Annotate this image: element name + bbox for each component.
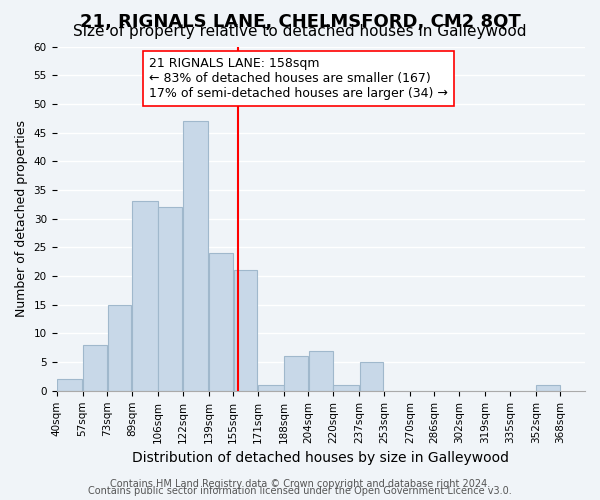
Bar [258, 385, 284, 391]
X-axis label: Distribution of detached houses by size in Galleywood: Distribution of detached houses by size … [132, 451, 509, 465]
Bar [233, 270, 257, 391]
Bar [536, 385, 560, 391]
Bar [83, 345, 107, 391]
Y-axis label: Number of detached properties: Number of detached properties [15, 120, 28, 317]
Bar [309, 350, 332, 391]
Bar [209, 253, 233, 391]
Text: 21, RIGNALS LANE, CHELMSFORD, CM2 8QT: 21, RIGNALS LANE, CHELMSFORD, CM2 8QT [80, 12, 520, 30]
Bar [57, 380, 82, 391]
Text: 21 RIGNALS LANE: 158sqm
← 83% of detached houses are smaller (167)
17% of semi-d: 21 RIGNALS LANE: 158sqm ← 83% of detache… [149, 57, 448, 100]
Bar [359, 362, 383, 391]
Bar [132, 202, 158, 391]
Bar [158, 207, 182, 391]
Bar [334, 385, 359, 391]
Text: Size of property relative to detached houses in Galleywood: Size of property relative to detached ho… [73, 24, 527, 39]
Text: Contains HM Land Registry data © Crown copyright and database right 2024.: Contains HM Land Registry data © Crown c… [110, 479, 490, 489]
Bar [107, 304, 131, 391]
Text: Contains public sector information licensed under the Open Government Licence v3: Contains public sector information licen… [88, 486, 512, 496]
Bar [284, 356, 308, 391]
Bar [183, 121, 208, 391]
